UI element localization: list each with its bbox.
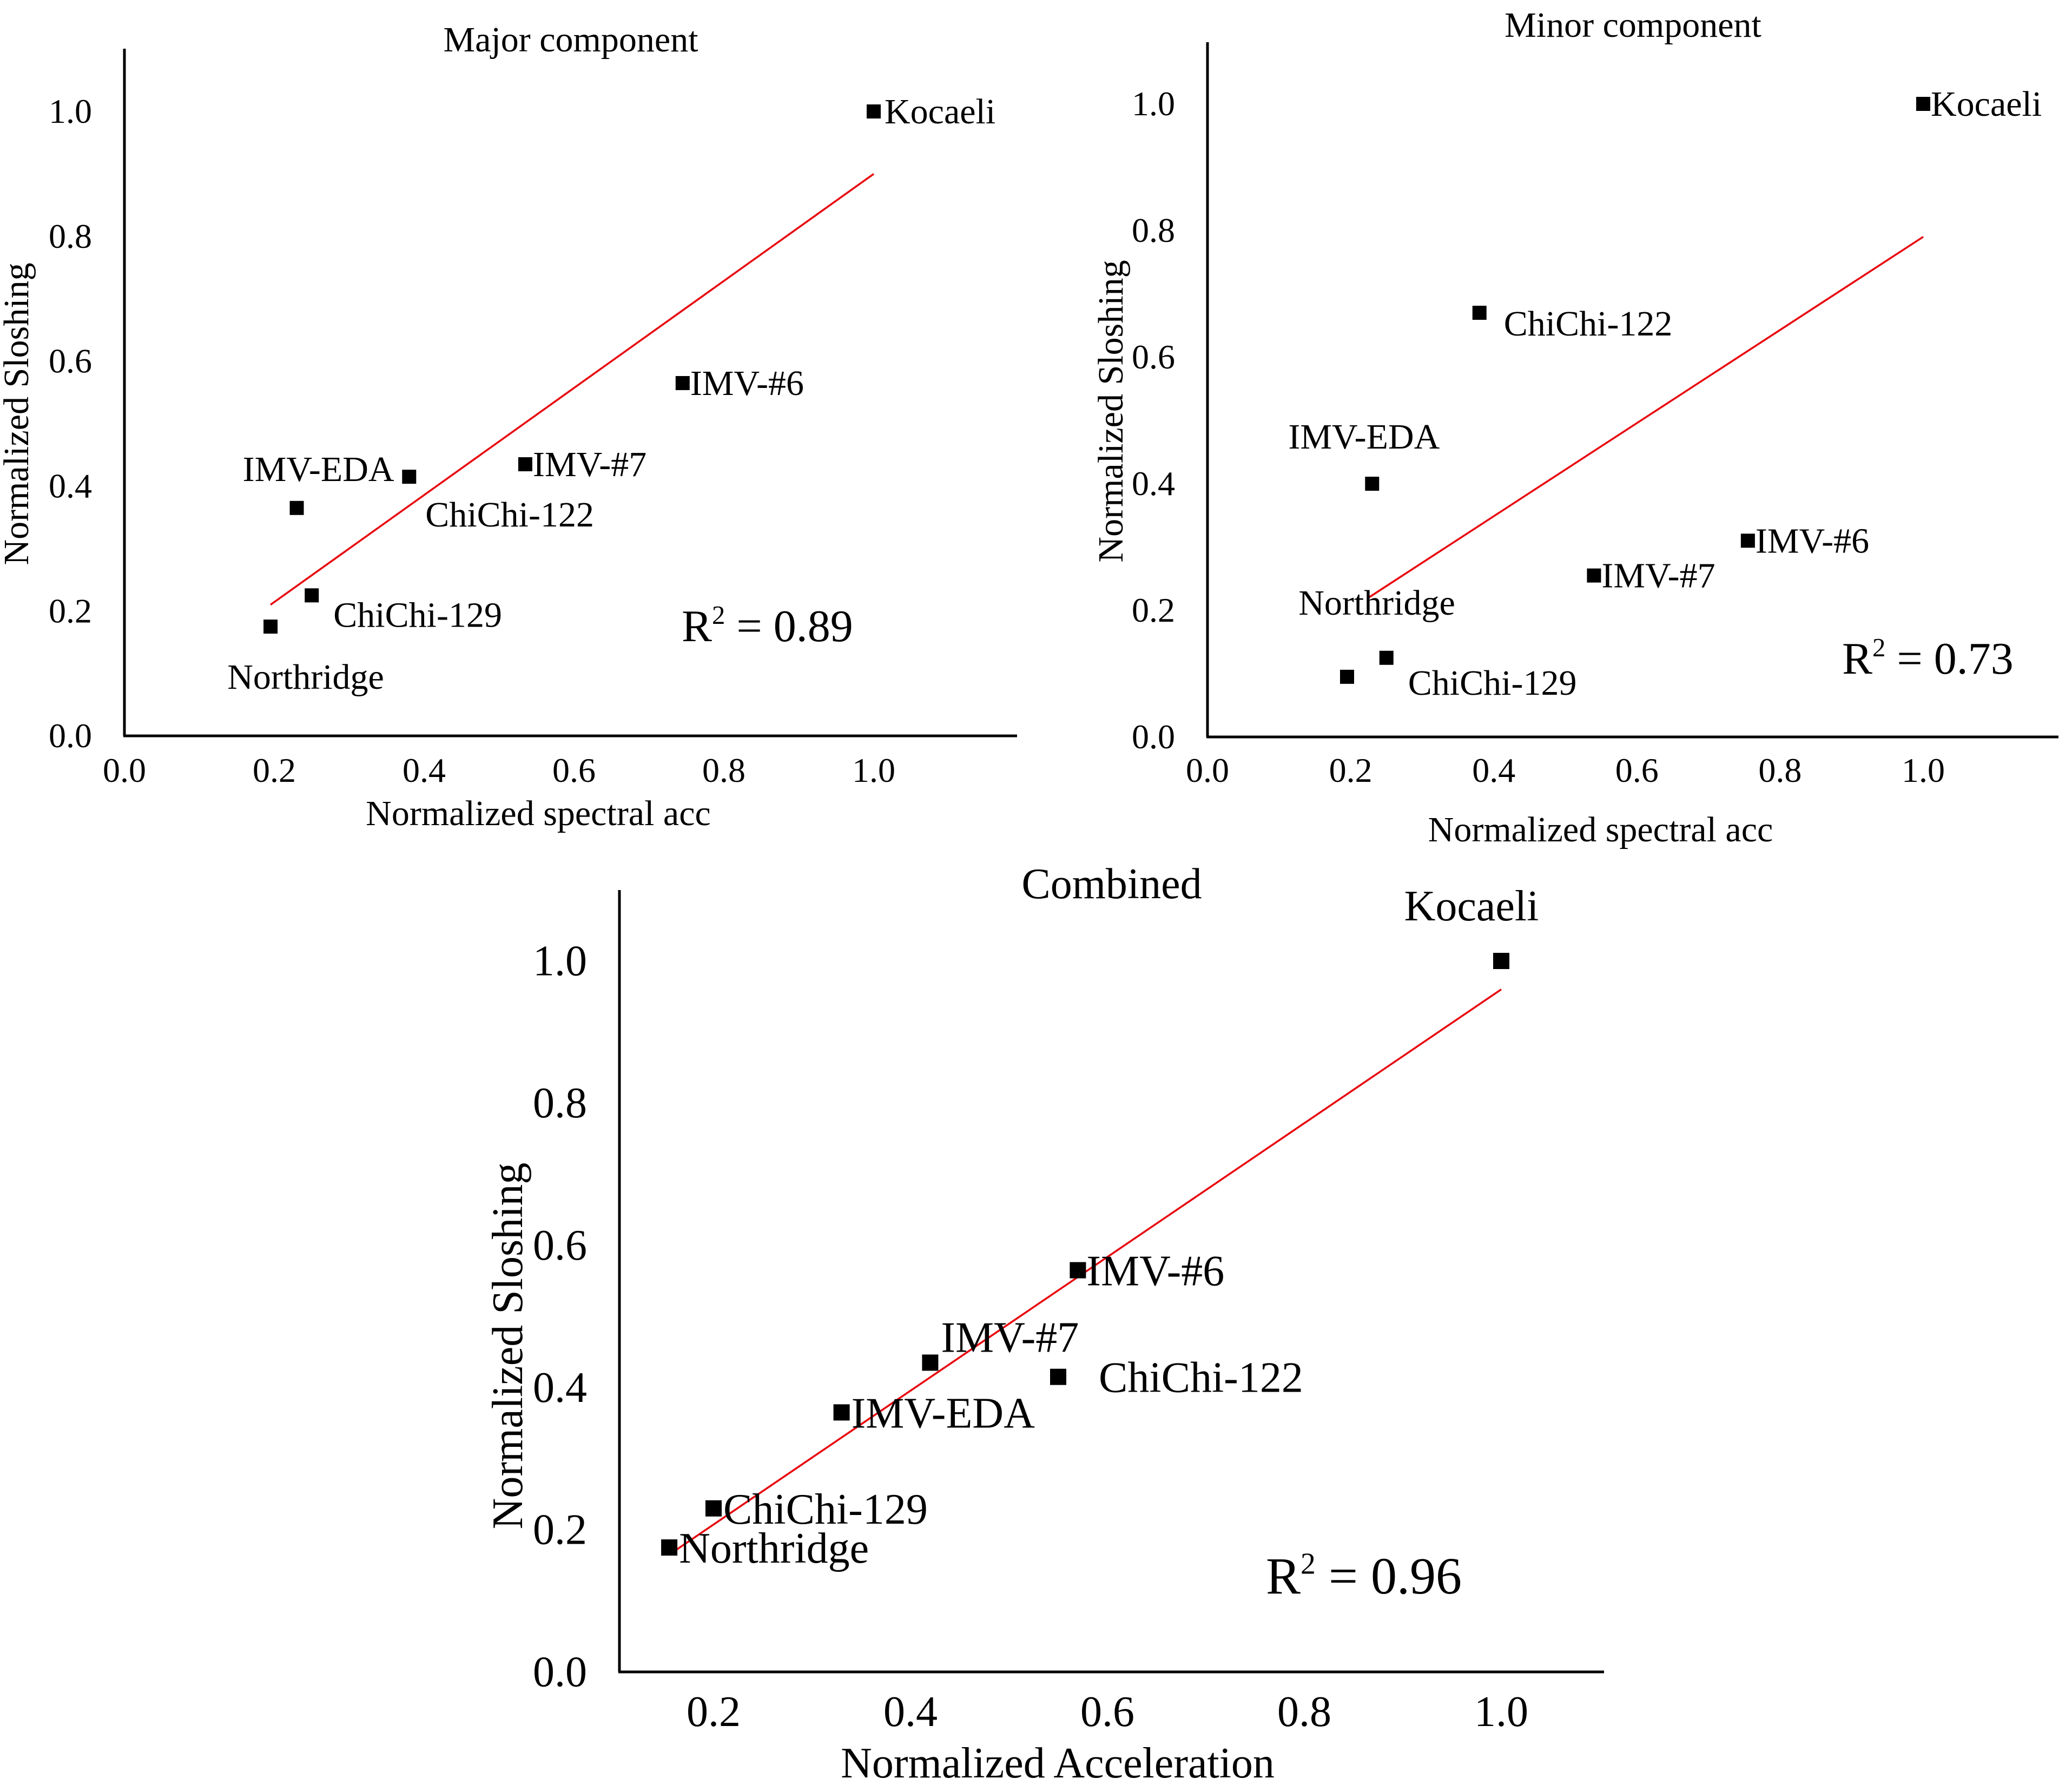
chart-1-y-tick-label: 0.8 <box>49 217 92 255</box>
chart-1-x-tick-label: 0.4 <box>402 751 446 789</box>
chart-2-x-tick-label: 0.2 <box>1329 751 1372 789</box>
chart-2-point-chichi-122 <box>1472 306 1487 320</box>
chart-2-y-tick-label: 1.0 <box>1132 84 1175 123</box>
chart-1-fit-line <box>270 173 875 606</box>
chart-2-y-tick-label: 0.8 <box>1132 211 1175 249</box>
chart-2-point-imv-eda <box>1365 477 1380 491</box>
chart-2-point-label-kocaeli: Kocaeli <box>1931 84 2042 124</box>
chart-3-point-label-imv-no6: IMV-#6 <box>1086 1248 1224 1295</box>
chart-3-point-label-imv-no7: IMV-#7 <box>941 1314 1079 1361</box>
chart-2-y-tick-label: 0.2 <box>1132 591 1175 629</box>
chart-1-point-imv-no7 <box>518 457 532 472</box>
chart-1-x-axis-label: Normalized spectral acc <box>366 794 711 833</box>
chart-1-point-label-chichi-122: ChiChi-122 <box>425 495 594 535</box>
chart-3-point-chichi-129 <box>705 1500 722 1517</box>
chart-1-point-label-imv-no7: IMV-#7 <box>533 445 646 484</box>
chart-2-y-tick-label: 0.0 <box>1132 717 1175 756</box>
chart-2-x-axis-label: Normalized spectral acc <box>1428 810 1773 849</box>
chart-1-title: Major component <box>443 20 698 60</box>
chart-1-point-chichi-129 <box>305 588 319 603</box>
chart-3-x-tick-label: 1.0 <box>1474 1688 1528 1736</box>
chart-1-point-northridge <box>263 620 278 634</box>
chart-1-x-tick-label: 0.6 <box>552 751 596 789</box>
chart-3-y-tick-label: 0.4 <box>533 1364 587 1412</box>
chart-1: Major component 0.0 0.2 0.4 0.6 0.8 1.0 0.0 0.2 0… <box>0 20 1017 833</box>
chart-3-x-tick-label: 0.8 <box>1277 1688 1331 1736</box>
chart-3-point-chichi-122 <box>1050 1368 1066 1385</box>
chart-2: Minor component 0.0 0.2 0.4 0.6 0.8 1.0 0.0 0.2 0… <box>1091 5 2058 849</box>
chart-1-point-kocaeli <box>867 104 881 118</box>
chart-3-y-tick-label: 0.6 <box>533 1222 587 1269</box>
chart-2-point-imv-no7 <box>1587 568 1601 583</box>
chart-2-point-label-imv-eda: IMV-EDA <box>1288 417 1440 457</box>
chart-2-x-tick-label: 0.8 <box>1758 751 1802 789</box>
chart-2-point-label-imv-no6: IMV-#6 <box>1756 521 1869 561</box>
chart-2-x-tick-label: 0.4 <box>1472 751 1515 789</box>
chart-1-y-tick-label: 0.2 <box>49 591 92 630</box>
chart-1-r2-annotation: R2 = 0.89 <box>682 601 853 651</box>
chart-2-point-label-chichi-122: ChiChi-122 <box>1504 304 1673 344</box>
chart-3-point-label-chichi-122: ChiChi-122 <box>1099 1354 1303 1402</box>
chart-3-point-label-chichi-129: ChiChi-129 <box>723 1486 928 1533</box>
chart-2-r2-annotation: R2 = 0.73 <box>1842 633 2014 684</box>
chart-1-y-axis-label: Normalized Sloshing <box>0 262 36 565</box>
chart-2-y-tick-label: 0.6 <box>1132 338 1175 376</box>
chart-1-y-tick-label: 0.0 <box>49 716 92 755</box>
chart-3-y-tick-label: 1.0 <box>533 937 587 985</box>
chart-2-point-imv-no6 <box>1740 533 1755 548</box>
chart-2-x-tick-label: 0.6 <box>1615 751 1659 789</box>
chart-2-y-axis-label: Normalized Sloshing <box>1091 260 1131 562</box>
chart-3-point-label-kocaeli: Kocaeli <box>1404 882 1539 930</box>
chart-2-point-kocaeli <box>1916 97 1930 111</box>
chart-3: Combined 0.2 0.4 0.6 0.8 1.0 0.0 0.2 0.4 0.6 0.8 1.… <box>484 860 1604 1785</box>
chart-1-y-tick-label: 0.6 <box>49 342 92 380</box>
chart-3-y-axis-label: Normalized Sloshing <box>484 1163 532 1530</box>
chart-2-fit-line <box>1368 236 1924 599</box>
chart-3-point-kocaeli <box>1493 953 1509 969</box>
chart-1-point-label-chichi-129: ChiChi-129 <box>333 595 502 635</box>
chart-2-point-label-northridge: Northridge <box>1298 583 1455 623</box>
chart-1-point-label-kocaeli: Kocaeli <box>885 92 995 131</box>
chart-2-point-label-chichi-129: ChiChi-129 <box>1408 663 1577 703</box>
chart-1-point-imv-no6 <box>675 376 690 390</box>
chart-1-point-label-northridge: Northridge <box>227 657 384 697</box>
chart-3-title: Combined <box>1021 860 1202 908</box>
chart-3-y-tick-label: 0.0 <box>533 1648 587 1696</box>
chart-1-y-tick-label: 1.0 <box>49 92 92 130</box>
chart-3-x-tick-label: 0.6 <box>1080 1688 1134 1736</box>
chart-1-x-tick-label: 0.0 <box>103 751 146 789</box>
chart-1-x-tick-label: 0.2 <box>253 751 296 789</box>
chart-3-x-tick-label: 0.2 <box>687 1688 741 1736</box>
chart-2-point-northridge <box>1339 669 1354 684</box>
chart-2-y-tick-label: 0.4 <box>1132 464 1175 503</box>
chart-1-point-chichi-122 <box>402 470 417 484</box>
chart-3-x-axis-label: Normalized Acceleration <box>841 1740 1275 1785</box>
chart-1-y-tick-label: 0.4 <box>49 467 92 505</box>
chart-3-point-northridge <box>661 1539 678 1556</box>
chart-1-x-tick-label: 1.0 <box>852 751 895 789</box>
chart-3-y-tick-label: 0.8 <box>533 1079 587 1127</box>
chart-1-point-label-imv-eda: IMV-EDA <box>243 450 394 489</box>
chart-2-point-label-imv-no7: IMV-#7 <box>1601 556 1715 596</box>
chart-3-point-imv-no6 <box>1070 1262 1086 1279</box>
chart-1-point-imv-eda <box>289 500 304 515</box>
chart-3-r2-annotation: R2 = 0.96 <box>1266 1547 1462 1605</box>
chart-2-x-tick-label: 1.0 <box>1902 751 1945 789</box>
chart-2-title: Minor component <box>1504 5 1761 45</box>
chart-2-x-tick-label: 0.0 <box>1186 751 1229 789</box>
chart-3-point-imv-eda <box>833 1404 850 1421</box>
chart-3-y-tick-label: 0.2 <box>533 1506 587 1554</box>
chart-1-x-tick-label: 0.8 <box>702 751 745 789</box>
chart-3-point-label-imv-eda: IMV-EDA <box>852 1389 1035 1437</box>
chart-3-point-imv-no7 <box>922 1354 939 1371</box>
chart-3-x-tick-label: 0.4 <box>883 1688 938 1736</box>
chart-2-point-chichi-129 <box>1379 650 1394 665</box>
chart-3-point-label-northridge: Northridge <box>679 1525 869 1572</box>
chart-1-point-label-imv-no6: IMV-#6 <box>690 364 804 403</box>
